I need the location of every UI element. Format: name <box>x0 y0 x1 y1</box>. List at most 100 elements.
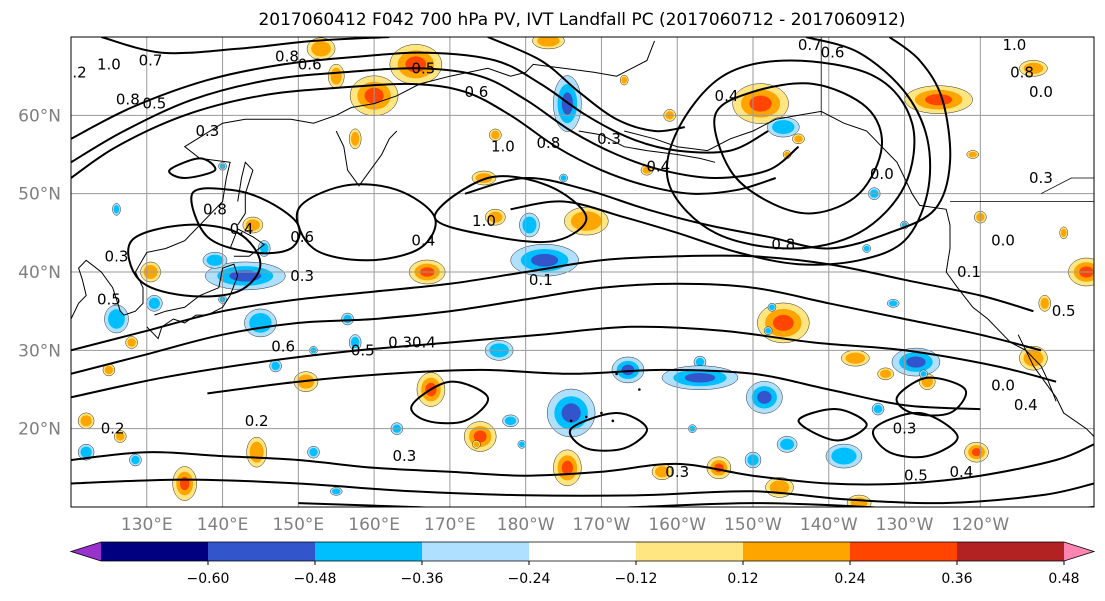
pv-anomaly-patch <box>769 304 775 311</box>
island-marker <box>638 388 641 391</box>
pv-anomaly-patch <box>1023 62 1044 74</box>
contour-label: 0.4 <box>1014 396 1038 414</box>
contour-label: 0.6 <box>298 55 322 73</box>
island-marker <box>611 419 615 423</box>
lat-tick-label: 50°N <box>18 185 61 205</box>
pv-anomaly-patch <box>1060 228 1067 238</box>
contour-label: 0.8 <box>771 236 795 254</box>
contour-label: 0.6 <box>464 83 488 101</box>
contour-label: 0.6 <box>821 44 845 62</box>
contour-label: 0.4 <box>949 463 973 481</box>
graticule <box>71 37 1094 507</box>
pv-contour-line <box>510 37 932 266</box>
pv-anomaly-patch <box>491 130 500 140</box>
lat-tick-label: 40°N <box>18 263 61 283</box>
pv-contour-line <box>895 376 967 417</box>
contour-label: 0.3 <box>105 247 129 265</box>
pv-anomaly-patch <box>108 309 125 329</box>
contour-label: 0.4 <box>411 232 435 250</box>
pv-contour-line <box>71 443 1094 486</box>
colorbar-tick-label: −0.60 <box>187 571 230 587</box>
contour-label: 0.8 <box>116 91 140 109</box>
colorbar: −0.60 −0.48 −0.36 −0.24 −0.12 0.12 0.24 0.36 0.4… <box>69 541 1096 587</box>
pv-anomaly-patch <box>920 371 927 377</box>
pv-anomaly-patch <box>245 219 260 231</box>
pv-contour-line <box>168 157 217 180</box>
pv-anomaly-patch <box>332 488 341 495</box>
lon-tick-label: 160°E <box>348 515 400 535</box>
island-marker <box>584 415 588 419</box>
pv-anomaly-patch <box>531 253 559 267</box>
pv-contour-line <box>487 37 685 133</box>
island-marker <box>615 372 618 376</box>
colorbar-swatch <box>743 542 851 561</box>
pv-anomaly-patch <box>757 390 772 404</box>
colorbar-extend-min <box>71 542 101 561</box>
contour-label: 0.8 <box>1010 63 1034 81</box>
island-marker <box>411 521 414 524</box>
boundary-line <box>1040 177 1094 195</box>
contour-label: 0.2 <box>760 561 784 579</box>
contour-label: 0.8 <box>275 48 299 66</box>
latitude-axis: 20°N 30°N 40°N 50°N 60°N <box>18 106 61 439</box>
pv-anomaly-patch <box>845 352 866 364</box>
colorbar-tick-label: 0.12 <box>727 571 758 587</box>
colorbar-tick-label: 0.48 <box>1048 571 1079 587</box>
pv-contour-line <box>797 408 868 442</box>
pv-anomaly-patch <box>971 448 982 457</box>
pv-anomaly-patch <box>148 297 160 309</box>
colorbar-swatch <box>101 542 209 561</box>
colorbar-tick-label: 0.24 <box>834 571 865 587</box>
contour-label-layer: 0.2 1.0 0.70.8 0.50.30.80.6 0.50.61.0 0.8 0.30… <box>71 36 1076 579</box>
colorbar-swatch <box>957 542 1065 561</box>
contour-label: 0.5 <box>142 95 166 113</box>
pv-contour-line <box>410 380 489 425</box>
pv-contour-line <box>464 37 952 250</box>
colorbar-swatch <box>529 542 637 561</box>
contour-label: 0.6 <box>290 228 314 246</box>
colorbar-tick-label: 0.36 <box>941 571 972 587</box>
lon-tick-label: 150°E <box>272 515 324 535</box>
lon-tick-label: 120°W <box>951 515 1009 535</box>
pv-anomaly-patch <box>80 446 92 458</box>
pv-anomaly-patch <box>560 175 567 181</box>
contour-label: 0.0 <box>991 377 1015 395</box>
pv-anomaly-patch <box>655 466 670 478</box>
pv-contour-line <box>71 67 800 180</box>
colorbar-swatch <box>315 542 423 561</box>
pv-anomaly-patch <box>271 361 280 371</box>
lon-tick-label: 150°W <box>724 515 782 535</box>
colorbar-extend-max <box>1064 542 1094 561</box>
contour-label: 0.3 <box>392 447 416 465</box>
pv-anomaly-patch <box>780 438 795 450</box>
lon-tick-label: 180°W <box>497 515 555 535</box>
pv-anomaly-patch <box>968 151 977 158</box>
pv-anomaly-patch <box>311 41 331 57</box>
colorbar-swatch <box>208 542 316 561</box>
pv-anomaly-patch <box>880 369 892 379</box>
figure-title: 2017060412 F042 700 hPa PV, IVT Landfall… <box>258 10 905 30</box>
lon-tick-label: 170°E <box>424 515 476 535</box>
coastline-segment <box>578 130 716 163</box>
pv-contour-line <box>101 37 390 55</box>
contour-label: 1.0 <box>97 55 121 73</box>
contour-label: 0.7 <box>139 52 163 70</box>
pv-anomaly-patch <box>1040 297 1049 309</box>
colorbar-swatch <box>850 542 958 561</box>
pv-contour-line <box>71 254 1034 352</box>
contour-label: 0.7 <box>798 36 822 54</box>
pv-contour-line <box>127 223 262 298</box>
contour-label: 0.1 <box>529 271 553 289</box>
contour-label: 0.3 <box>195 122 219 140</box>
pv-anomaly-patch <box>642 166 652 174</box>
lat-tick-label: 20°N <box>18 420 61 440</box>
pv-anomaly-patch <box>831 447 857 465</box>
pv-anomaly-patch <box>537 37 560 47</box>
pv-anomaly-patch <box>343 314 352 324</box>
pv-contour-line <box>71 325 1057 399</box>
pv-anomaly-patch <box>794 135 803 143</box>
contour-label: 0.3 <box>665 463 689 481</box>
lon-tick-label: 140°E <box>197 515 249 535</box>
pv-contour-line <box>872 411 959 459</box>
